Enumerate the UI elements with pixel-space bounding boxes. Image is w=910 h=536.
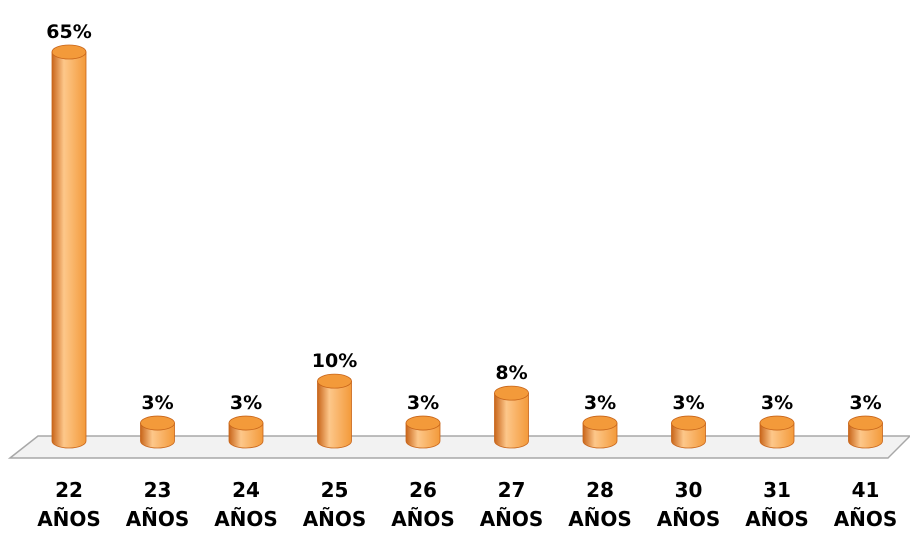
bar-body (494, 392, 529, 449)
data-label: 3% (584, 392, 616, 414)
bar (582, 415, 618, 449)
data-label: 10% (312, 350, 357, 372)
x-tick-label: 41 (852, 478, 880, 502)
bar-cap (848, 415, 883, 431)
x-tick-label: 30 (675, 478, 703, 502)
bar-cap (228, 415, 264, 431)
data-label: 3% (141, 392, 173, 414)
x-tick-label: AÑOS (126, 507, 190, 531)
data-label: 3% (761, 392, 793, 414)
x-tick-label: 25 (321, 478, 349, 502)
data-label: 8% (495, 362, 527, 384)
bar-cap (51, 44, 87, 60)
bar-cap (140, 415, 175, 431)
bar (228, 415, 264, 449)
data-label: 3% (407, 392, 439, 414)
bar-body (51, 51, 87, 449)
value-labels-group: 65% 3% 3% 10% 3% 8% 3% 3% 3% 3% (46, 21, 881, 414)
x-tick-label: AÑOS (37, 507, 101, 531)
x-tick-label: AÑOS (214, 507, 278, 531)
bar-body (317, 380, 352, 449)
bar (140, 415, 175, 449)
data-label: 3% (849, 392, 881, 414)
x-tick-label: 24 (232, 478, 260, 502)
bar (494, 385, 529, 449)
x-tick-label: AÑOS (657, 507, 721, 531)
bar-cap (405, 415, 441, 431)
x-tick-label: AÑOS (834, 507, 898, 531)
bar (759, 415, 795, 449)
bar-cap (494, 385, 529, 401)
x-tick-label: 22 (55, 478, 83, 502)
x-tick-label: AÑOS (303, 507, 367, 531)
x-tick-label: 23 (144, 478, 172, 502)
bar (317, 373, 352, 449)
x-tick-label: AÑOS (568, 507, 632, 531)
bar-cap (317, 373, 352, 389)
x-tick-label: 27 (498, 478, 526, 502)
category-labels-group: 22 AÑOS 23 AÑOS 24 AÑOS 25 AÑOS 26 AÑOS 27 AÑOS 28 AÑ… (37, 478, 897, 531)
bar (848, 415, 883, 449)
data-label: 3% (230, 392, 262, 414)
bar (405, 415, 441, 449)
x-tick-label: 28 (586, 478, 614, 502)
x-tick-label: 26 (409, 478, 437, 502)
bar (51, 44, 87, 449)
x-tick-label: AÑOS (391, 507, 455, 531)
x-tick-label: AÑOS (745, 507, 809, 531)
bar-cap (759, 415, 795, 431)
x-tick-label: 31 (763, 478, 791, 502)
bar (671, 415, 706, 449)
data-label: 65% (46, 21, 91, 43)
bars-group (51, 44, 883, 449)
bar-cap (671, 415, 706, 431)
bar-cap (582, 415, 618, 431)
x-tick-label: AÑOS (480, 507, 544, 531)
data-label: 3% (672, 392, 704, 414)
